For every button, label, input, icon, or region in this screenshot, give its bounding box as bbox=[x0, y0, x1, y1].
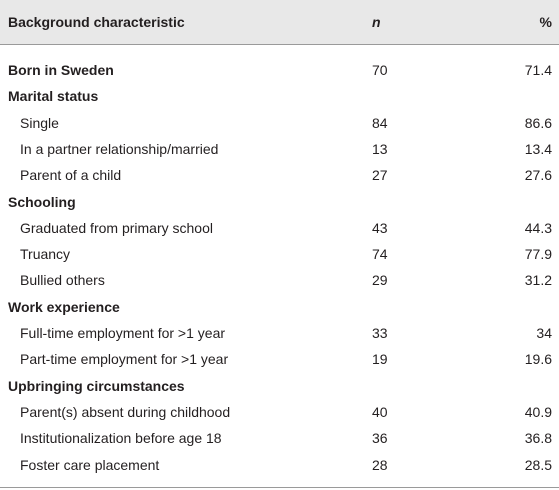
row-heading: Schooling bbox=[8, 193, 76, 210]
n-cell: 40 bbox=[372, 403, 388, 420]
n-cell: 19 bbox=[372, 351, 388, 368]
row-label: Graduated from primary school bbox=[20, 219, 213, 236]
n-cell: 84 bbox=[372, 114, 388, 131]
row-heading: Marital status bbox=[8, 88, 99, 105]
n-cell: 27 bbox=[372, 167, 388, 184]
n-cell: 28 bbox=[372, 456, 388, 473]
row-label: Institutionalization before age 18 bbox=[20, 430, 222, 447]
row-label: Full-time employment for >1 year bbox=[20, 325, 226, 341]
percent-cell: 27.6 bbox=[524, 167, 552, 184]
percent-cell: 13.4 bbox=[524, 140, 552, 157]
row-label: Parent of a child bbox=[20, 167, 122, 184]
row-label: Part-time employment for >1 year bbox=[20, 351, 229, 368]
table-header: Background characteristic n % bbox=[0, 0, 559, 45]
row-label: Bullied others bbox=[20, 272, 105, 289]
row-heading: Upbringing circumstances bbox=[8, 377, 185, 394]
n-cell: 43 bbox=[372, 219, 388, 236]
table-rule bbox=[0, 487, 559, 488]
percent-cell: 86.6 bbox=[524, 114, 552, 131]
header-cell: n bbox=[372, 14, 381, 30]
row-label: Single bbox=[20, 114, 59, 131]
percent-cell: 44.3 bbox=[524, 219, 552, 236]
n-cell: 74 bbox=[372, 246, 388, 263]
row-heading: Born in Sweden bbox=[8, 62, 114, 78]
row-label: Truancy bbox=[20, 246, 71, 263]
n-cell: 33 bbox=[372, 325, 388, 341]
percent-cell: 77.9 bbox=[524, 246, 552, 263]
n-cell: 36 bbox=[372, 430, 388, 447]
percent-cell: 19.6 bbox=[524, 351, 552, 368]
header-cell: Background characteristic bbox=[8, 14, 185, 30]
header-cell: % bbox=[539, 14, 552, 30]
row-label: In a partner relationship/married bbox=[20, 140, 219, 157]
n-cell: 13 bbox=[372, 140, 388, 157]
percent-cell: 71.4 bbox=[524, 62, 552, 78]
percent-cell: 28.5 bbox=[524, 456, 552, 473]
row-label: Parent(s) absent during childhood bbox=[20, 403, 231, 420]
row-heading: Work experience bbox=[8, 298, 120, 315]
n-cell: 70 bbox=[372, 62, 388, 78]
percent-cell: 40.9 bbox=[524, 403, 552, 420]
percent-cell: 34 bbox=[536, 325, 552, 341]
row-label: Foster care placement bbox=[20, 456, 160, 473]
percent-cell: 36.8 bbox=[524, 430, 552, 447]
percent-cell: 31.2 bbox=[524, 272, 552, 289]
n-cell: 29 bbox=[372, 272, 388, 289]
